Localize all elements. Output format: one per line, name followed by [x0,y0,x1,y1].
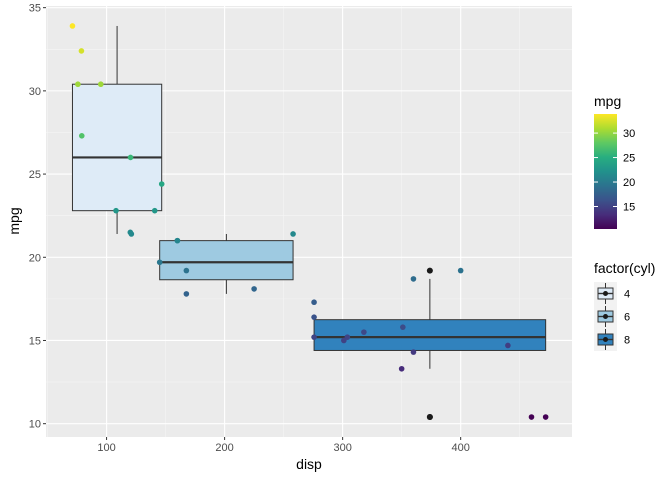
colorbar-tick-label: 30 [623,128,635,140]
legend-key-label: 4 [624,289,630,301]
y-tick-label: 15 [29,335,41,347]
legend-key-6: 6 [594,305,630,328]
data-point [174,237,181,244]
data-point [344,334,351,340]
data-point [97,81,104,88]
x-tick-label: 400 [451,442,469,454]
y-tick-label: 10 [29,419,41,431]
colorbar-tick-label: 20 [623,177,635,189]
data-point [311,314,317,320]
colorbar-tick-label: 15 [623,201,635,213]
data-point [410,276,417,282]
data-point [78,132,85,139]
colorbar-ticks: 15 20 25 30 [594,128,635,213]
legend-key-point [603,314,608,319]
x-tick-label: 300 [333,442,351,454]
data-point [311,299,317,306]
data-point [69,23,76,29]
box-group-6 [159,233,294,294]
plot-panel [46,6,572,437]
data-point [341,337,347,344]
data-point [542,414,549,420]
data-point [183,267,190,274]
data-point [251,286,257,292]
y-axis-title: mpg [6,207,22,234]
colorbar-tick-label: 25 [623,153,635,165]
x-tick-label: 100 [97,442,115,454]
legend-key-label: 6 [624,312,630,324]
legend-key-label: 8 [624,335,630,347]
data-point [457,267,464,274]
legend-colorbar-title: mpg [594,93,621,109]
legend-fill: factor(cyl) 4 6 8 [594,260,655,351]
y-tick-label: 20 [29,252,41,264]
box-outlier [426,414,433,421]
data-point [400,324,406,330]
data-point [151,207,158,214]
data-point [127,154,134,161]
y-tick-label: 30 [29,86,41,98]
legend-key-4: 4 [594,282,630,305]
x-axis-title: disp [296,456,322,472]
y-tick-label: 25 [29,169,41,181]
y-tick-label: 35 [29,3,41,15]
box-body [159,240,294,281]
data-point [183,291,190,297]
data-point [75,81,81,88]
colorbar-gradient [594,114,617,229]
data-point [290,231,296,237]
legend-colorbar: mpg 15 20 25 30 [594,93,635,229]
legend-key-point [603,337,608,342]
axes: 100 200 300 400 10 15 20 25 30 35 [29,3,470,454]
box-group-4 [71,25,163,234]
data-point [410,349,417,355]
legend-key-point [603,291,608,296]
data-point [361,329,367,335]
data-point [158,181,165,187]
box-group-8 [313,267,547,421]
x-tick-label: 200 [215,442,233,454]
data-point [113,207,119,214]
legend-fill-title: factor(cyl) [594,260,655,276]
points-layer [69,23,549,420]
boxplot-layer [71,25,547,421]
legend-fill-keys: 4 6 8 [594,282,630,351]
data-point [505,342,511,349]
data-point [78,48,85,54]
data-point [528,414,535,420]
legend-key-8: 8 [594,328,630,351]
box-outlier [426,267,433,274]
data-point [156,259,163,266]
box-body [71,83,163,212]
data-point [128,231,135,237]
data-point [311,334,317,340]
data-point [398,365,405,372]
